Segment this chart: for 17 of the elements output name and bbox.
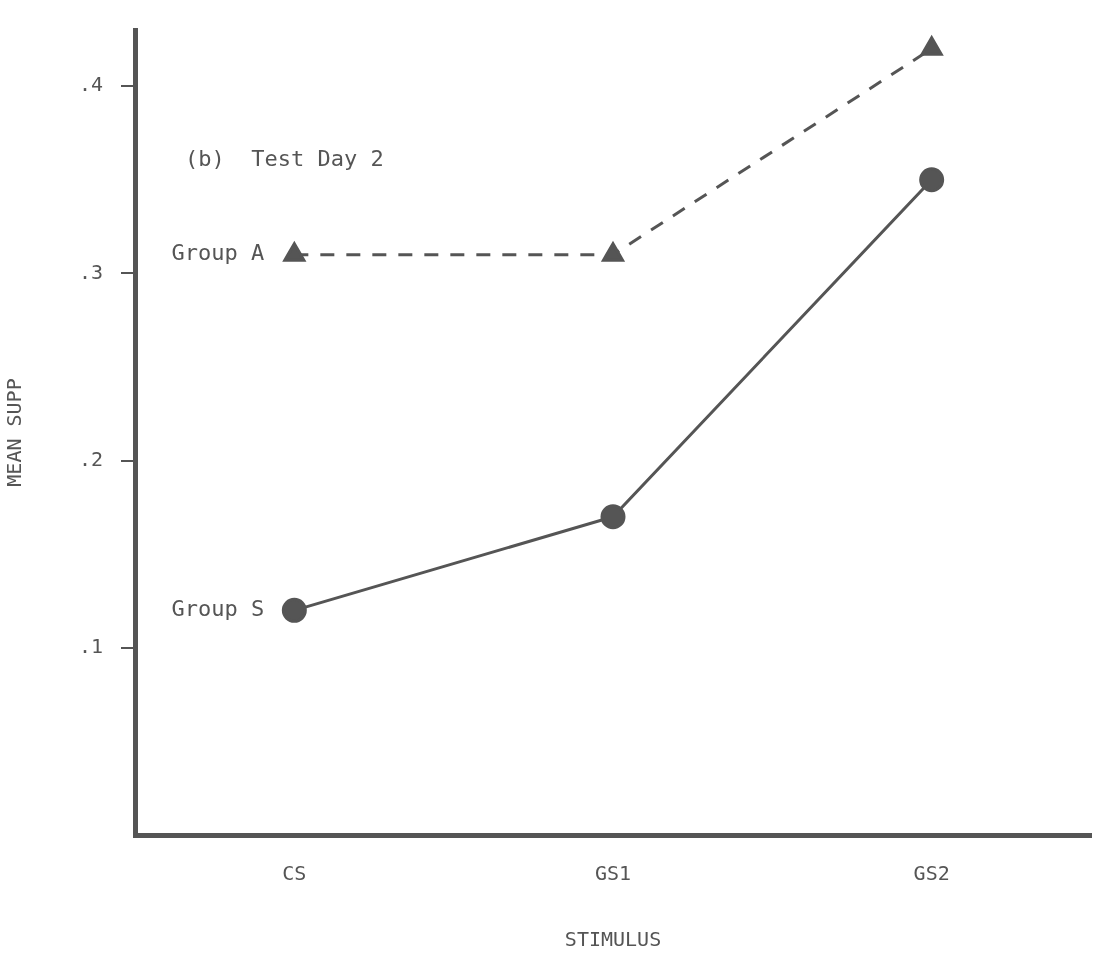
y-tick-label: .4 bbox=[78, 72, 103, 97]
point bbox=[283, 242, 306, 262]
x-tick-label: GS2 bbox=[913, 861, 950, 886]
point bbox=[600, 504, 626, 530]
y-tick-label: .1 bbox=[78, 633, 103, 658]
x-tick-label: GS1 bbox=[594, 861, 632, 886]
y-axis-title: MEAN SUPP bbox=[2, 378, 27, 487]
series-label: Group S bbox=[171, 596, 265, 622]
y-tick-label: .2 bbox=[78, 446, 103, 471]
point bbox=[601, 242, 625, 262]
series-label: Group A bbox=[171, 240, 265, 266]
x-axis-title: STIMULUS bbox=[564, 927, 662, 952]
y-tick-label: .3 bbox=[78, 259, 103, 284]
x-tick-label: CS bbox=[282, 861, 307, 886]
annotation: (b) Test Day 2 bbox=[185, 145, 384, 171]
point bbox=[281, 597, 307, 623]
point bbox=[920, 36, 943, 56]
